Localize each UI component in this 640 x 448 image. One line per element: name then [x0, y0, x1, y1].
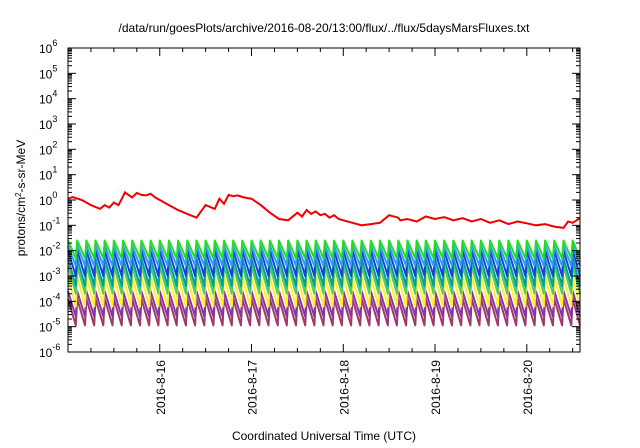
y-tick-label: 105	[39, 63, 57, 81]
sawtooth-series-line	[67, 239, 581, 260]
y-tick-label: 101	[39, 165, 57, 183]
series-layer	[67, 190, 581, 327]
y-tick-label: 10-2	[39, 241, 60, 259]
y-tick-label: 104	[39, 89, 57, 107]
y-tick-label: 10-4	[39, 291, 60, 309]
y-tick-label: 10-5	[39, 317, 60, 335]
x-axis-label: Coordinated Universal Time (UTC)	[232, 429, 416, 443]
x-tick-label: 2016-8-20	[521, 360, 535, 415]
y-tick-label: 10-6	[39, 342, 60, 360]
y-tick-label: 102	[39, 139, 57, 157]
y-tick-label: 103	[39, 114, 57, 132]
x-tick-label: 2016-8-17	[246, 360, 260, 415]
x-axis-ticks: 2016-8-16 2016-8-17 2016-8-18 2016-8-19 2016…	[90, 48, 574, 415]
y-tick-label: 100	[39, 190, 57, 208]
x-tick-label: 2016-8-19	[429, 360, 443, 415]
red-series-line	[67, 190, 581, 229]
plot-frame	[67, 47, 581, 353]
y-tick-label: 10-1	[39, 215, 60, 233]
chart-title: /data/run/goesPlots/archive/2016-08-20/1…	[119, 21, 531, 35]
x-tick-label: 2016-8-16	[154, 360, 168, 415]
y-tick-label: 106	[39, 38, 57, 56]
y-tick-label: 10-3	[39, 266, 60, 284]
y-axis-label: protons/cm2-s-sr-MeV	[14, 140, 28, 256]
y-axis-ticks: 10-6 10-5 10-4 10-3 10-2 10-1 100 101 102 103 104 1…	[39, 38, 580, 360]
x-tick-label: 2016-8-18	[337, 360, 351, 415]
